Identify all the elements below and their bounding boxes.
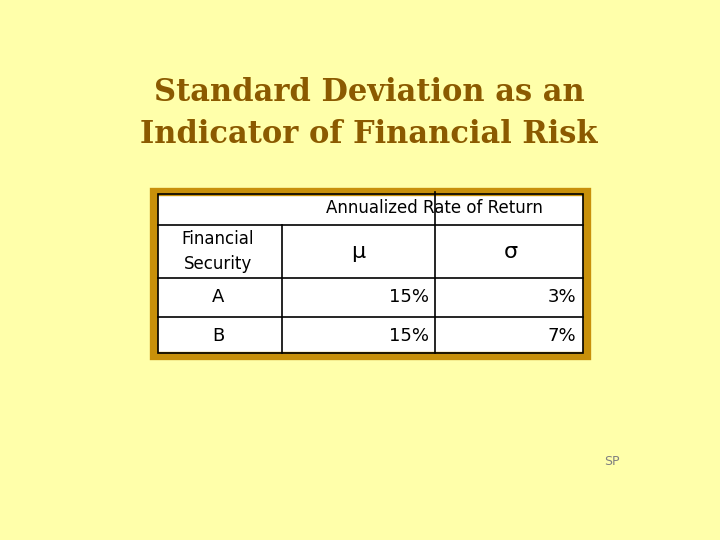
Text: A: A <box>212 288 224 306</box>
Text: Indicator of Financial Risk: Indicator of Financial Risk <box>140 119 598 150</box>
Text: Standard Deviation as an: Standard Deviation as an <box>153 77 585 109</box>
Text: 15%: 15% <box>389 288 428 306</box>
Text: Annualized Rate of Return: Annualized Rate of Return <box>325 199 543 218</box>
Text: SP: SP <box>605 455 620 468</box>
Text: B: B <box>212 327 224 346</box>
Text: μ: μ <box>351 241 366 261</box>
Text: 15%: 15% <box>389 327 428 346</box>
Text: 7%: 7% <box>548 327 577 346</box>
Text: 3%: 3% <box>548 288 577 306</box>
Text: Financial
Security: Financial Security <box>181 230 254 273</box>
Text: σ: σ <box>504 241 518 261</box>
